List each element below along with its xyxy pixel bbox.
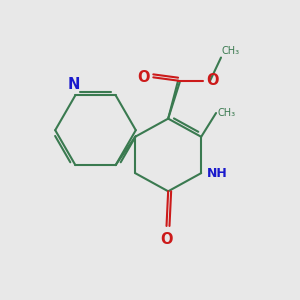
- Text: O: O: [206, 73, 219, 88]
- Text: O: O: [137, 70, 149, 85]
- Text: O: O: [160, 232, 173, 247]
- Text: CH₃: CH₃: [218, 108, 236, 118]
- Text: N: N: [68, 77, 80, 92]
- Text: NH: NH: [207, 167, 228, 180]
- Text: CH₃: CH₃: [222, 46, 240, 56]
